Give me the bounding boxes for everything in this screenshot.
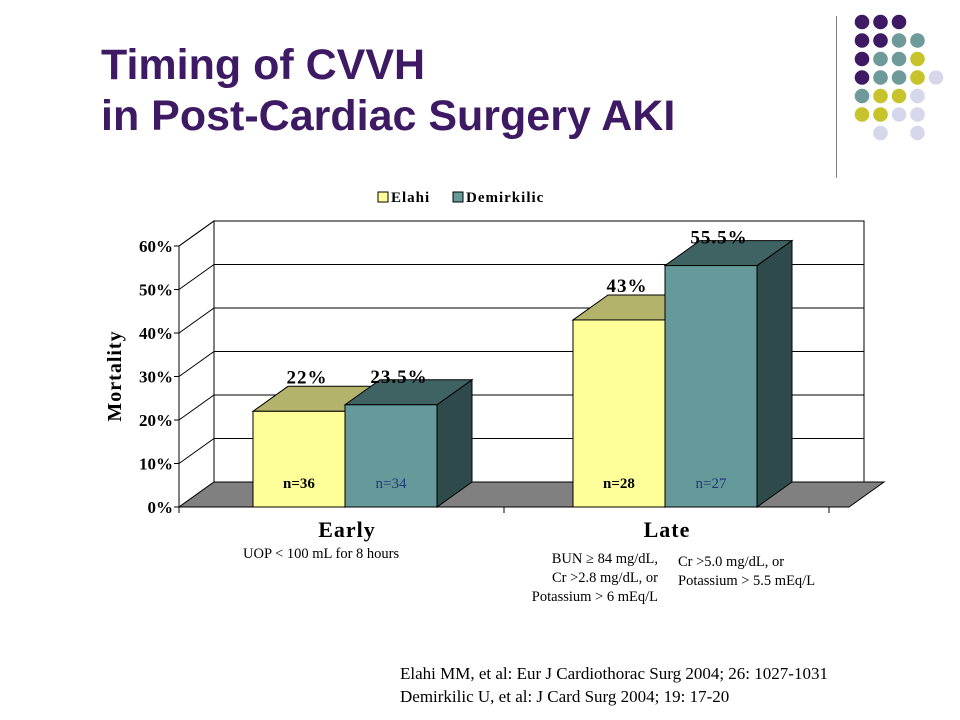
decorative-dot (891, 70, 907, 85)
decorative-dot (910, 33, 925, 48)
bar-side (756, 239, 793, 508)
decorative-dot (854, 51, 870, 67)
citation-demirkilic: Demirkilic U, et al: J Card Surg 2004; 1… (400, 687, 730, 706)
decorative-dot (910, 107, 925, 122)
decorative-dot (891, 51, 907, 67)
y-tick-label: 10% (139, 455, 173, 474)
decorative-dot (910, 88, 925, 104)
decorative-dot (873, 33, 888, 48)
decorative-dot (910, 70, 925, 85)
decorative-dot (873, 88, 888, 104)
late-demirkilic-criteria-line: Cr >5.0 mg/dL, or (678, 554, 785, 570)
early-criteria-note: UOP < 100 mL for 8 hours (243, 545, 399, 564)
legend-swatch (377, 191, 389, 203)
bar (344, 404, 438, 508)
late-elahi-criteria-line: Potassium > 6 mEq/L (531, 589, 658, 605)
decorative-dot (928, 70, 944, 85)
citations: Elahi MM, et al: Eur J Cardiothorac Surg… (400, 662, 828, 708)
legend-label: Demirkilic (466, 190, 544, 206)
sample-size-label: n=34 (376, 476, 407, 492)
bar (572, 319, 666, 508)
legend-swatch (452, 191, 464, 203)
y-tick-label: 60% (139, 237, 173, 256)
decorative-dot (873, 107, 888, 122)
sample-size-label: n=36 (283, 476, 315, 492)
decorative-dot (854, 88, 870, 104)
gridline (178, 220, 864, 247)
x-category-label: Late (644, 517, 691, 542)
legend: Elahi Demirkilic (377, 190, 544, 206)
gridline (178, 264, 864, 290)
data-label: 23.5% (370, 367, 427, 388)
decorative-dot-grid (854, 14, 944, 141)
bar (252, 410, 346, 508)
late-elahi-criteria-line: Cr >2.8 mg/dL, or (551, 570, 658, 586)
decorative-dot (854, 33, 870, 48)
decorative-dot (854, 107, 870, 122)
decorative-dot (891, 88, 907, 104)
decorative-dot (891, 33, 907, 48)
x-category-label: Early (318, 517, 376, 542)
bar (664, 265, 758, 508)
decorative-dot (873, 125, 888, 141)
early-criteria-text: UOP < 100 mL for 8 hours (243, 546, 400, 562)
divider-line (836, 16, 837, 178)
slide-title: Timing of CVVH in Post-Cardiac Surgery A… (101, 40, 675, 142)
citation-elahi: Elahi MM, et al: Eur J Cardiothorac Surg… (400, 664, 828, 683)
legend-label: Elahi (391, 190, 430, 206)
title-line-2: in Post-Cardiac Surgery AKI (101, 92, 676, 140)
y-tick-label: 30% (139, 368, 173, 387)
y-tick-label: 20% (139, 411, 173, 430)
y-tick-label: 40% (139, 324, 173, 343)
data-label: 55.5% (690, 228, 747, 249)
decorative-dot (910, 125, 925, 141)
late-demirkilic-criteria-line: Potassium > 5.5 mEq/L (678, 573, 816, 589)
title-line-1: Timing of CVVH (101, 41, 426, 89)
data-label: 43% (607, 276, 648, 297)
decorative-dot (873, 51, 888, 67)
late-elahi-criteria-line: BUN ≥ 84 mg/dL, (551, 551, 658, 567)
sample-size-label: n=27 (696, 476, 727, 492)
decorative-dot (854, 14, 870, 30)
late-demirkilic-criteria-note: Cr >5.0 mg/dL, or Potassium > 5.5 mEq/L (678, 553, 815, 591)
y-axis-title: Mortality (104, 330, 126, 421)
decorative-dot (891, 107, 907, 122)
late-elahi-criteria-note: BUN ≥ 84 mg/dL, Cr >2.8 mg/dL, or Potass… (486, 550, 658, 607)
decorative-dot (873, 70, 888, 85)
sample-size-label: n=28 (603, 476, 635, 492)
y-tick-label: 0% (148, 498, 174, 517)
decorative-dot (854, 70, 870, 85)
decorative-dot (891, 14, 907, 30)
y-tick-label: 50% (139, 281, 173, 300)
decorative-dot (873, 14, 888, 30)
decorative-dot (910, 51, 925, 67)
data-label: 22% (287, 367, 328, 388)
